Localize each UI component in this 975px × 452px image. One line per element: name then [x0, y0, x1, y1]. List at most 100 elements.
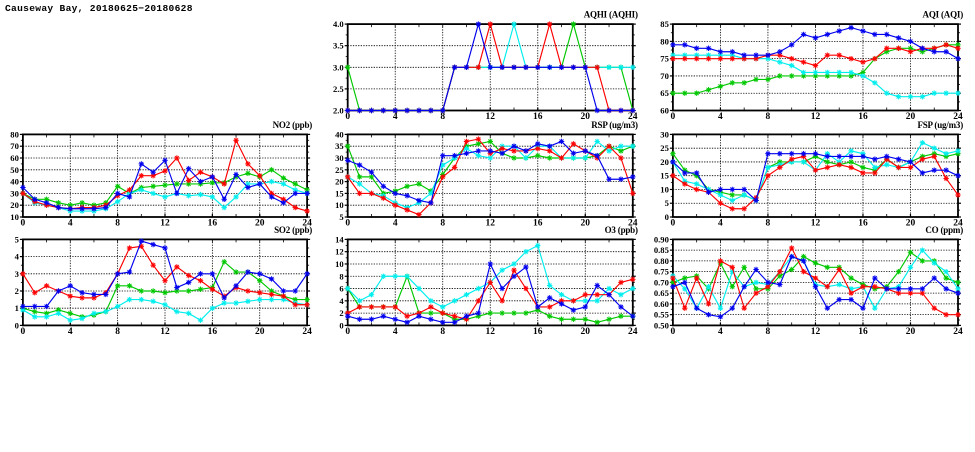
svg-text:16: 16 [858, 112, 868, 122]
svg-text:15: 15 [335, 188, 344, 198]
svg-text:35: 35 [335, 141, 344, 151]
svg-text:20: 20 [255, 327, 265, 337]
svg-text:2.5: 2.5 [333, 84, 344, 94]
svg-text:65: 65 [660, 88, 669, 98]
svg-text:25: 25 [335, 165, 344, 175]
svg-text:12: 12 [486, 327, 496, 337]
svg-text:4: 4 [393, 327, 398, 337]
svg-text:70: 70 [10, 141, 19, 151]
svg-text:24: 24 [628, 327, 638, 337]
svg-text:20: 20 [906, 112, 916, 122]
svg-text:FSP (ug/m3): FSP (ug/m3) [917, 120, 963, 130]
svg-text:60: 60 [10, 153, 19, 163]
svg-text:0.75: 0.75 [654, 267, 669, 277]
svg-text:3: 3 [15, 269, 19, 279]
svg-text:AQHI (AQHI): AQHI (AQHI) [584, 10, 638, 20]
svg-text:0.90: 0.90 [654, 234, 669, 244]
svg-text:8: 8 [766, 327, 771, 337]
svg-text:4: 4 [68, 327, 73, 337]
svg-text:0: 0 [21, 327, 26, 337]
svg-text:75: 75 [660, 54, 669, 64]
svg-text:25: 25 [660, 143, 669, 153]
svg-text:30: 30 [10, 188, 19, 198]
svg-text:85: 85 [660, 19, 669, 29]
svg-text:12: 12 [811, 219, 821, 229]
svg-text:8: 8 [115, 327, 120, 337]
svg-text:AQI (AQI): AQI (AQI) [923, 10, 964, 20]
svg-text:15: 15 [660, 171, 669, 181]
svg-text:12: 12 [811, 327, 821, 337]
svg-text:20: 20 [10, 200, 19, 210]
svg-text:4: 4 [393, 112, 398, 122]
svg-text:5: 5 [15, 234, 19, 244]
svg-text:0: 0 [671, 327, 676, 337]
svg-text:20: 20 [906, 327, 916, 337]
svg-text:80: 80 [660, 36, 669, 46]
svg-text:20: 20 [255, 219, 265, 229]
svg-text:10: 10 [10, 212, 19, 222]
svg-text:0: 0 [345, 112, 350, 122]
svg-text:0: 0 [671, 219, 676, 229]
svg-text:0: 0 [665, 212, 669, 222]
svg-text:4: 4 [393, 219, 398, 229]
svg-text:16: 16 [858, 219, 868, 229]
svg-text:20: 20 [906, 219, 916, 229]
svg-text:0: 0 [15, 320, 19, 330]
svg-text:0: 0 [339, 320, 343, 330]
svg-text:SO2 (ppb): SO2 (ppb) [274, 225, 312, 235]
svg-text:4: 4 [718, 219, 723, 229]
svg-text:0.80: 0.80 [654, 256, 669, 266]
svg-text:0.60: 0.60 [654, 299, 669, 309]
svg-text:12: 12 [486, 112, 496, 122]
svg-text:16: 16 [533, 327, 543, 337]
svg-text:4.0: 4.0 [333, 19, 344, 29]
svg-text:70: 70 [660, 71, 669, 81]
svg-text:0: 0 [671, 112, 676, 122]
svg-text:60: 60 [660, 106, 669, 116]
svg-text:12: 12 [486, 219, 496, 229]
svg-text:4: 4 [339, 296, 344, 306]
svg-text:8: 8 [440, 327, 445, 337]
svg-text:4: 4 [718, 112, 723, 122]
svg-text:40: 40 [335, 129, 344, 139]
svg-text:8: 8 [440, 112, 445, 122]
svg-text:24: 24 [953, 327, 963, 337]
svg-text:50: 50 [10, 165, 19, 175]
svg-text:10: 10 [335, 200, 344, 210]
svg-text:1: 1 [15, 303, 19, 313]
svg-text:5: 5 [665, 198, 669, 208]
svg-text:0.70: 0.70 [654, 277, 669, 287]
svg-text:6: 6 [339, 284, 344, 294]
svg-text:4: 4 [718, 327, 723, 337]
svg-text:16: 16 [533, 112, 543, 122]
svg-text:20: 20 [581, 327, 591, 337]
svg-text:0.55: 0.55 [654, 310, 669, 320]
svg-text:0: 0 [345, 219, 350, 229]
svg-text:12: 12 [160, 327, 170, 337]
svg-text:NO2 (ppb): NO2 (ppb) [273, 120, 313, 130]
svg-text:0.65: 0.65 [654, 288, 669, 298]
svg-text:16: 16 [208, 327, 218, 337]
svg-text:O3 (ppb): O3 (ppb) [605, 225, 638, 235]
svg-text:0: 0 [21, 219, 26, 229]
svg-text:10: 10 [335, 259, 344, 269]
svg-text:2: 2 [15, 286, 19, 296]
svg-text:2.0: 2.0 [333, 106, 344, 116]
svg-text:8: 8 [115, 219, 120, 229]
svg-text:20: 20 [660, 157, 669, 167]
svg-text:16: 16 [858, 327, 868, 337]
svg-text:24: 24 [302, 327, 312, 337]
svg-text:8: 8 [766, 112, 771, 122]
svg-text:20: 20 [581, 219, 591, 229]
svg-text:12: 12 [811, 112, 821, 122]
svg-text:20: 20 [581, 112, 591, 122]
svg-text:8: 8 [339, 271, 344, 281]
svg-text:10: 10 [660, 184, 669, 194]
svg-text:8: 8 [766, 219, 771, 229]
svg-text:30: 30 [660, 129, 669, 139]
svg-text:30: 30 [335, 153, 344, 163]
svg-text:5: 5 [339, 212, 343, 222]
svg-text:12: 12 [160, 219, 170, 229]
svg-text:12: 12 [335, 247, 344, 257]
svg-text:16: 16 [533, 219, 543, 229]
